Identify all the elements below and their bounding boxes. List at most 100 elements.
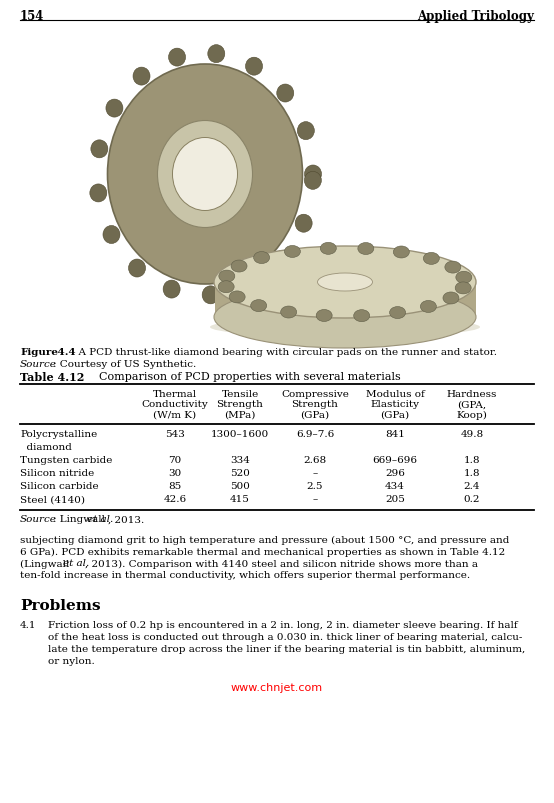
- Ellipse shape: [445, 262, 461, 274]
- Text: (Lingwall: (Lingwall: [20, 559, 73, 568]
- Ellipse shape: [214, 287, 476, 349]
- Ellipse shape: [456, 272, 472, 284]
- Text: 1.8: 1.8: [464, 456, 480, 465]
- Ellipse shape: [163, 281, 180, 299]
- Text: Silicon nitride: Silicon nitride: [20, 469, 94, 478]
- Text: 2.5: 2.5: [307, 482, 323, 491]
- Ellipse shape: [129, 259, 146, 278]
- Ellipse shape: [443, 292, 459, 304]
- Ellipse shape: [284, 247, 300, 258]
- Text: 296: 296: [385, 469, 405, 478]
- Text: 0.2: 0.2: [464, 495, 480, 503]
- Text: 4.4: 4.4: [54, 348, 76, 357]
- Ellipse shape: [168, 49, 186, 67]
- Text: –: –: [312, 469, 317, 478]
- Ellipse shape: [245, 58, 263, 76]
- Ellipse shape: [420, 301, 437, 313]
- Text: Tungsten carbide: Tungsten carbide: [20, 456, 112, 465]
- Text: 205: 205: [385, 495, 405, 503]
- Text: 841: 841: [385, 430, 405, 439]
- Ellipse shape: [218, 281, 234, 293]
- Ellipse shape: [297, 123, 314, 141]
- Ellipse shape: [240, 276, 258, 294]
- Text: (GPa): (GPa): [381, 410, 409, 419]
- Text: Strength: Strength: [217, 400, 264, 409]
- Ellipse shape: [172, 138, 238, 211]
- Ellipse shape: [214, 247, 476, 319]
- Ellipse shape: [107, 65, 302, 284]
- Ellipse shape: [389, 308, 406, 319]
- Text: 6 GPa). PCD exhibits remarkable thermal and mechanical properties as shown in Ta: 6 GPa). PCD exhibits remarkable thermal …: [20, 547, 505, 556]
- Text: Koop): Koop): [456, 410, 488, 420]
- Text: Problems: Problems: [20, 599, 101, 613]
- Text: 543: 543: [165, 430, 185, 439]
- Ellipse shape: [304, 172, 321, 190]
- Ellipse shape: [91, 141, 108, 159]
- Ellipse shape: [231, 261, 247, 273]
- Text: 154: 154: [20, 10, 44, 23]
- Text: Comparison of PCD properties with several materials: Comparison of PCD properties with severa…: [85, 372, 401, 381]
- Ellipse shape: [133, 68, 150, 86]
- Text: late the temperature drop across the liner if the bearing material is tin babbit: late the temperature drop across the lin…: [48, 645, 525, 654]
- Text: : Lingwall: : Lingwall: [53, 515, 108, 524]
- Ellipse shape: [277, 85, 294, 103]
- Text: 520: 520: [230, 469, 250, 478]
- Ellipse shape: [208, 46, 225, 63]
- Text: Silicon carbide: Silicon carbide: [20, 482, 99, 491]
- Text: 2.4: 2.4: [464, 482, 480, 491]
- Text: , 2013). Comparison with 4140 steel and silicon nitride shows more than a: , 2013). Comparison with 4140 steel and …: [85, 559, 478, 568]
- Text: Applied Tribology: Applied Tribology: [417, 10, 534, 23]
- Text: 669–696: 669–696: [372, 456, 418, 465]
- Text: Table 4.12: Table 4.12: [20, 372, 84, 382]
- Ellipse shape: [103, 226, 120, 244]
- Text: Hardness: Hardness: [447, 389, 497, 398]
- Text: of the heat loss is conducted out through a 0.030 in. thick liner of bearing mat: of the heat loss is conducted out throug…: [48, 633, 522, 642]
- Text: Strength: Strength: [291, 400, 338, 409]
- Text: 85: 85: [168, 482, 182, 491]
- Ellipse shape: [295, 215, 312, 233]
- Text: ten-fold increase in thermal conductivity, which offers superior thermal perform: ten-fold increase in thermal conductivit…: [20, 571, 470, 580]
- Text: Source: Source: [20, 515, 57, 524]
- Ellipse shape: [210, 318, 480, 337]
- Ellipse shape: [455, 283, 471, 295]
- Ellipse shape: [157, 121, 253, 228]
- Ellipse shape: [273, 251, 290, 269]
- Text: : Courtesy of US Synthetic.: : Courtesy of US Synthetic.: [53, 360, 196, 369]
- Text: Elasticity: Elasticity: [371, 400, 419, 409]
- Text: (GPa): (GPa): [300, 410, 330, 419]
- Ellipse shape: [353, 310, 370, 322]
- Ellipse shape: [305, 165, 321, 184]
- Ellipse shape: [320, 243, 336, 255]
- Text: 49.8: 49.8: [460, 430, 484, 439]
- Ellipse shape: [229, 291, 245, 304]
- Text: 500: 500: [230, 482, 250, 491]
- Text: Polycrystalline: Polycrystalline: [20, 430, 98, 439]
- Text: (W/m K): (W/m K): [153, 410, 197, 419]
- Text: Tensile: Tensile: [222, 389, 259, 398]
- Text: Figure: Figure: [20, 348, 58, 357]
- Bar: [215, 283, 476, 318]
- Text: 2.68: 2.68: [304, 456, 326, 465]
- Text: diamond: diamond: [20, 443, 72, 452]
- Text: subjecting diamond grit to high temperature and pressure (about 1500 °C, and pre: subjecting diamond grit to high temperat…: [20, 535, 509, 544]
- Ellipse shape: [281, 307, 296, 319]
- Ellipse shape: [250, 300, 266, 312]
- Ellipse shape: [90, 185, 107, 202]
- Text: , 2013.: , 2013.: [108, 515, 144, 524]
- Ellipse shape: [219, 271, 235, 283]
- Text: 4.1: 4.1: [20, 621, 37, 630]
- Ellipse shape: [254, 252, 270, 264]
- Text: 415: 415: [230, 495, 250, 503]
- Ellipse shape: [393, 247, 409, 259]
- Text: et al.: et al.: [87, 515, 113, 524]
- Text: Conductivity: Conductivity: [142, 400, 208, 409]
- Text: 434: 434: [385, 482, 405, 491]
- Text: or nylon.: or nylon.: [48, 657, 95, 666]
- Text: Source: Source: [20, 360, 57, 369]
- Text: –: –: [312, 495, 317, 503]
- Ellipse shape: [106, 100, 123, 118]
- Ellipse shape: [317, 274, 372, 291]
- Bar: [20, 26, 534, 337]
- Text: Modulus of: Modulus of: [366, 389, 424, 398]
- Text: 30: 30: [168, 469, 182, 478]
